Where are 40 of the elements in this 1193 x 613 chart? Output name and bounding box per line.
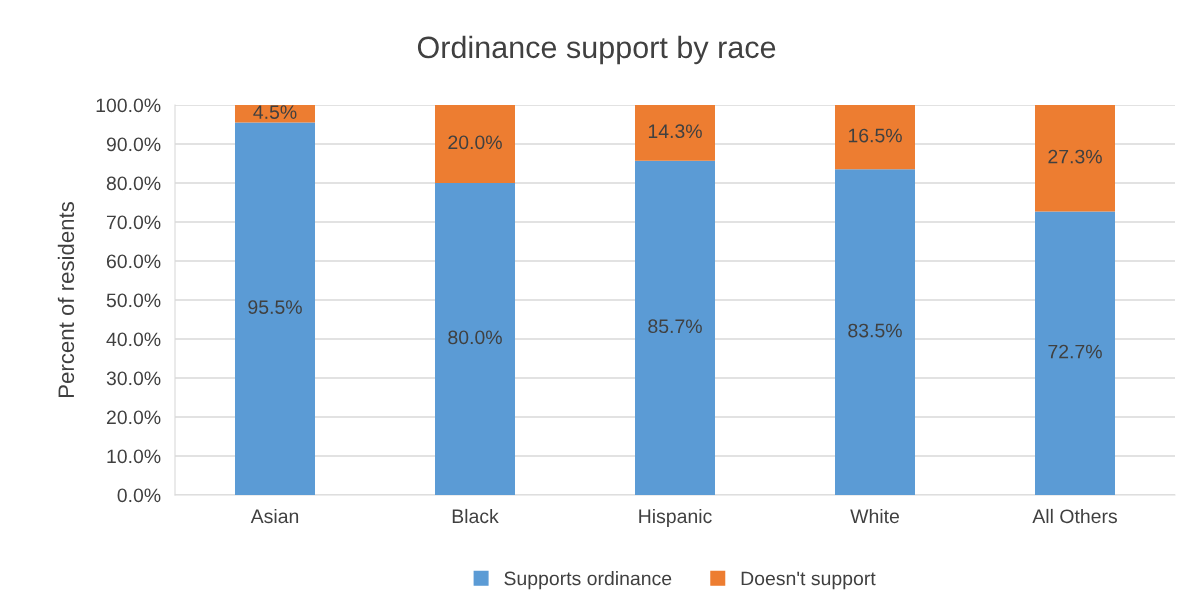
bar bbox=[235, 122, 315, 495]
data-label: 80.0% bbox=[448, 330, 502, 345]
data-label: 83.5% bbox=[848, 323, 902, 338]
data-label: 20.0% bbox=[448, 135, 502, 150]
y-tick-label: 0.0% bbox=[117, 488, 161, 503]
x-tick-label: Asian bbox=[250, 508, 299, 524]
x-tick-label: White bbox=[850, 508, 899, 524]
bar bbox=[635, 160, 715, 495]
data-label: 72.7% bbox=[1048, 344, 1102, 359]
x-tick-label: All Others bbox=[1032, 508, 1117, 524]
data-label: 95.5% bbox=[248, 300, 302, 314]
chart-title: Ordinance support by race bbox=[417, 35, 776, 65]
y-tick-label: 70.0% bbox=[106, 215, 161, 230]
y-tick-label: 10.0% bbox=[107, 449, 161, 464]
y-tick-label: 30.0% bbox=[106, 371, 161, 386]
y-tick-label: 40.0% bbox=[106, 332, 161, 347]
y-tick-label: 90.0% bbox=[106, 137, 161, 152]
bar bbox=[435, 105, 515, 183]
bar bbox=[1035, 211, 1115, 495]
bar bbox=[435, 183, 515, 495]
legend-label: Doesn't support bbox=[741, 571, 876, 590]
bar bbox=[835, 169, 915, 495]
y-tick-label: 20.0% bbox=[106, 410, 161, 425]
bar bbox=[635, 105, 715, 161]
data-label: 27.3% bbox=[1048, 149, 1102, 164]
x-tick-label: Hispanic bbox=[639, 508, 712, 528]
y-axis-title: Percent of residents bbox=[57, 201, 75, 397]
y-tick-label: 50.0% bbox=[106, 293, 161, 308]
data-label: 16.5% bbox=[848, 128, 902, 143]
data-label: 4.5% bbox=[253, 105, 297, 119]
data-label: 85.7% bbox=[648, 319, 702, 334]
bar bbox=[235, 105, 315, 123]
legend-label: Supports ordinance bbox=[504, 571, 672, 590]
y-tick-label: 100.0% bbox=[96, 98, 161, 113]
y-tick-label: 60.0% bbox=[106, 254, 161, 269]
x-tick-label: Black bbox=[452, 508, 499, 524]
data-label: 14.3% bbox=[648, 124, 702, 139]
y-tick-label: 80.0% bbox=[106, 176, 161, 191]
bar bbox=[1035, 105, 1115, 212]
bar bbox=[835, 105, 915, 170]
